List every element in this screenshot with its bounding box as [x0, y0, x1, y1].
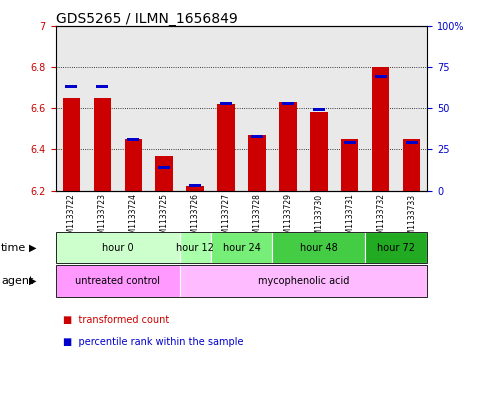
Bar	[397, 26, 427, 191]
Bar	[403, 139, 421, 191]
Bar	[157, 166, 170, 169]
Bar	[156, 156, 172, 191]
Bar	[94, 98, 111, 191]
Bar	[311, 112, 327, 191]
Bar	[127, 138, 140, 141]
Bar	[341, 139, 358, 191]
Bar	[272, 26, 303, 191]
Text: hour 12: hour 12	[176, 242, 214, 253]
Bar	[125, 139, 142, 191]
Bar	[334, 26, 366, 191]
Bar	[56, 26, 86, 191]
Bar	[96, 85, 108, 88]
Text: ▶: ▶	[29, 242, 37, 253]
Bar	[62, 98, 80, 191]
Bar	[117, 26, 149, 191]
Bar	[65, 85, 77, 88]
Bar	[372, 67, 389, 191]
Bar	[248, 135, 266, 191]
Bar	[366, 26, 397, 191]
Bar	[211, 26, 242, 191]
Bar	[313, 108, 326, 111]
Bar	[406, 141, 418, 144]
Text: mycophenolic acid: mycophenolic acid	[258, 276, 349, 286]
Bar	[189, 184, 201, 187]
Bar	[86, 26, 117, 191]
Bar	[375, 75, 387, 78]
Text: time: time	[1, 242, 26, 253]
Bar	[149, 26, 180, 191]
Text: hour 48: hour 48	[300, 242, 338, 253]
Bar	[280, 102, 297, 191]
Bar	[251, 135, 263, 138]
Bar	[303, 26, 334, 191]
Text: GDS5265 / ILMN_1656849: GDS5265 / ILMN_1656849	[56, 12, 237, 26]
Bar	[217, 104, 235, 191]
Bar	[242, 26, 272, 191]
Bar	[186, 187, 203, 191]
Text: hour 72: hour 72	[377, 242, 415, 253]
Text: ■  transformed count: ■ transformed count	[63, 315, 169, 325]
Bar	[282, 102, 294, 105]
Text: ▶: ▶	[29, 276, 37, 286]
Text: hour 24: hour 24	[223, 242, 260, 253]
Bar	[220, 102, 232, 105]
Text: ■  percentile rank within the sample: ■ percentile rank within the sample	[63, 337, 243, 347]
Bar	[180, 26, 211, 191]
Bar	[343, 141, 356, 144]
Text: agent: agent	[1, 276, 33, 286]
Text: untreated control: untreated control	[75, 276, 160, 286]
Text: hour 0: hour 0	[102, 242, 133, 253]
